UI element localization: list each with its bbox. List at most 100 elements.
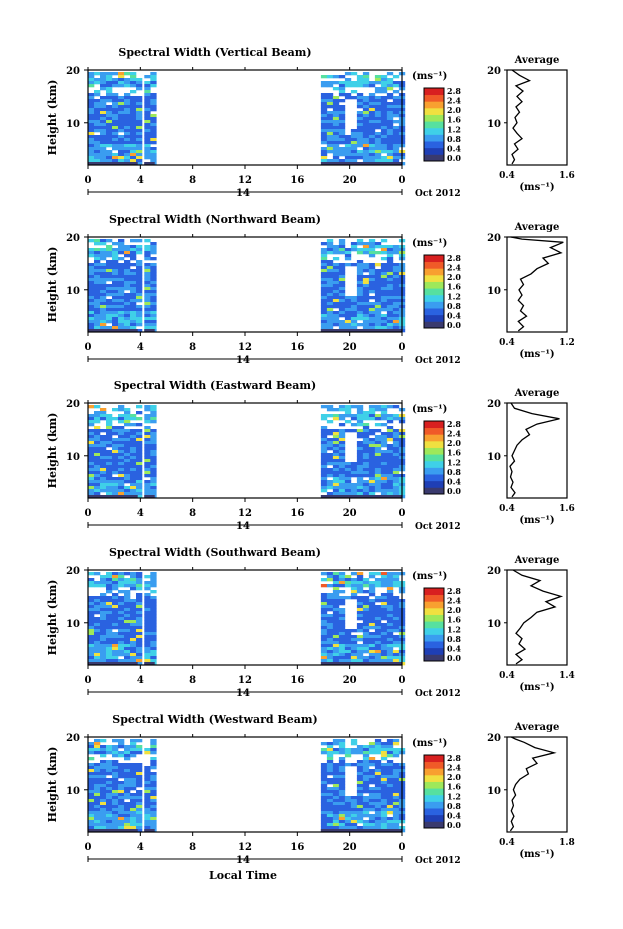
colorbar-segment: [424, 94, 444, 102]
average-profile-line: [509, 402, 560, 498]
colorbar-tick-label: 1.2: [447, 457, 461, 467]
heatmap: [88, 72, 406, 166]
colorbar-tick-label: 2.8: [447, 86, 461, 96]
colorbar-segment: [424, 774, 444, 782]
colorbar-segment: [424, 427, 444, 435]
y-axis-label: Height (km): [46, 580, 59, 656]
date-label: Oct 2012: [415, 522, 461, 532]
colorbar-frame: [423, 254, 445, 329]
colorbar-segment: [424, 308, 444, 316]
date-day: 14: [236, 521, 250, 532]
colorbar-unit: (ms⁻¹): [412, 238, 447, 249]
surface-band: [320, 662, 402, 665]
colorbar-segment: [424, 588, 444, 596]
colorbar-tick-label: 2.0: [447, 772, 461, 782]
y-axis-label: Height (km): [46, 747, 59, 823]
surface-band: [88, 829, 138, 832]
panel-2: Spectral Width (Northward Beam) Height (k…: [46, 213, 575, 366]
surface-band: [144, 329, 155, 332]
average-frame: [506, 569, 568, 666]
date-day: 14: [236, 355, 250, 366]
x-tick-label: 16: [290, 342, 304, 353]
colorbar-tick-label: 0.0: [447, 153, 461, 163]
colorbar-segment: [424, 314, 444, 322]
x-tick-label: 0: [85, 342, 92, 353]
date-label: Oct 2012: [415, 189, 461, 199]
colorbar-tick-label: 0.0: [447, 820, 461, 830]
avg-y-tick-label: 20: [487, 733, 501, 744]
avg-x-tick-label: 1.2: [559, 338, 575, 348]
avg-x-tick-label: 1.6: [559, 171, 575, 181]
panel-title: Spectral Width (Westward Beam): [112, 713, 317, 726]
colorbar-tick-label: 1.6: [447, 782, 461, 792]
colorbar-tick-label: 1.2: [447, 291, 461, 301]
average-profile-line: [509, 736, 557, 832]
colorbar-segment: [424, 480, 444, 488]
avg-unit-label: (ms⁻¹): [519, 682, 554, 693]
panel-title: Spectral Width (Southward Beam): [109, 546, 321, 559]
colorbar-segment: [424, 261, 444, 269]
heatmap: [88, 239, 406, 333]
colorbar-tick-label: 1.6: [447, 282, 461, 292]
heatmap: [88, 405, 406, 499]
surface-band: [320, 329, 402, 332]
colorbar-tick-label: 2.4: [447, 263, 461, 273]
colorbar-segment: [424, 621, 444, 629]
x-tick-label: 12: [238, 175, 252, 186]
y-axis-label: Height (km): [46, 80, 59, 156]
colorbar-tick-label: 0.4: [447, 810, 461, 820]
x-tick-label: 4: [137, 842, 144, 853]
avg-x-tick-label: 1.6: [559, 504, 575, 514]
colorbar-unit: (ms⁻¹): [412, 738, 447, 749]
y-tick-label: 10: [66, 286, 80, 297]
colorbar-segment: [424, 134, 444, 142]
colorbar-segment: [424, 101, 444, 109]
y-axis-label: Height (km): [46, 413, 59, 489]
panel-title: Spectral Width (Vertical Beam): [118, 46, 311, 59]
colorbar-segment: [424, 268, 444, 276]
colorbar-segment: [424, 288, 444, 296]
colorbar-segment: [424, 447, 444, 455]
date-label: Oct 2012: [415, 356, 461, 366]
x-tick-label: 0: [399, 675, 406, 686]
x-tick-label: 4: [137, 508, 144, 519]
colorbar-segment: [424, 440, 444, 448]
x-tick-label: 8: [189, 675, 196, 686]
colorbar-segment: [424, 467, 444, 475]
colorbar-segment: [424, 755, 444, 763]
y-tick-label: 20: [66, 399, 80, 410]
x-tick-label: 0: [85, 175, 92, 186]
x-tick-label: 0: [85, 842, 92, 853]
colorbar-tick-label: 2.0: [447, 605, 461, 615]
colorbar-tick-label: 2.8: [447, 753, 461, 763]
colorbar-segment: [424, 147, 444, 155]
x-tick-label: 8: [189, 842, 196, 853]
surface-band: [320, 829, 402, 832]
avg-x-tick-label: 0.4: [499, 838, 515, 848]
avg-unit-label: (ms⁻¹): [519, 349, 554, 360]
colorbar-segment: [424, 321, 444, 329]
avg-y-tick-label: 10: [487, 119, 501, 130]
surface-band: [88, 162, 138, 165]
colorbar-tick-label: 2.8: [447, 253, 461, 263]
y-tick-label: 10: [66, 452, 80, 463]
x-tick-label: 4: [137, 342, 144, 353]
colorbar-segment: [424, 601, 444, 609]
colorbar-tick-label: 2.0: [447, 438, 461, 448]
avg-y-tick-label: 10: [487, 786, 501, 797]
colorbar-tick-label: 0.4: [447, 643, 461, 653]
average-title: Average: [514, 55, 560, 66]
colorbar-unit: (ms⁻¹): [412, 404, 447, 415]
y-tick-label: 10: [66, 619, 80, 630]
colorbar-tick-label: 0.0: [447, 320, 461, 330]
colorbar-tick-label: 1.2: [447, 124, 461, 134]
colorbar-segment: [424, 454, 444, 462]
colorbar-tick-label: 0.8: [447, 301, 461, 311]
colorbar-segment: [424, 808, 444, 816]
heatmap: [88, 739, 406, 833]
average-frame: [506, 236, 568, 333]
average-title: Average: [514, 555, 560, 566]
average-frame: [506, 736, 568, 833]
surface-band: [88, 495, 138, 498]
